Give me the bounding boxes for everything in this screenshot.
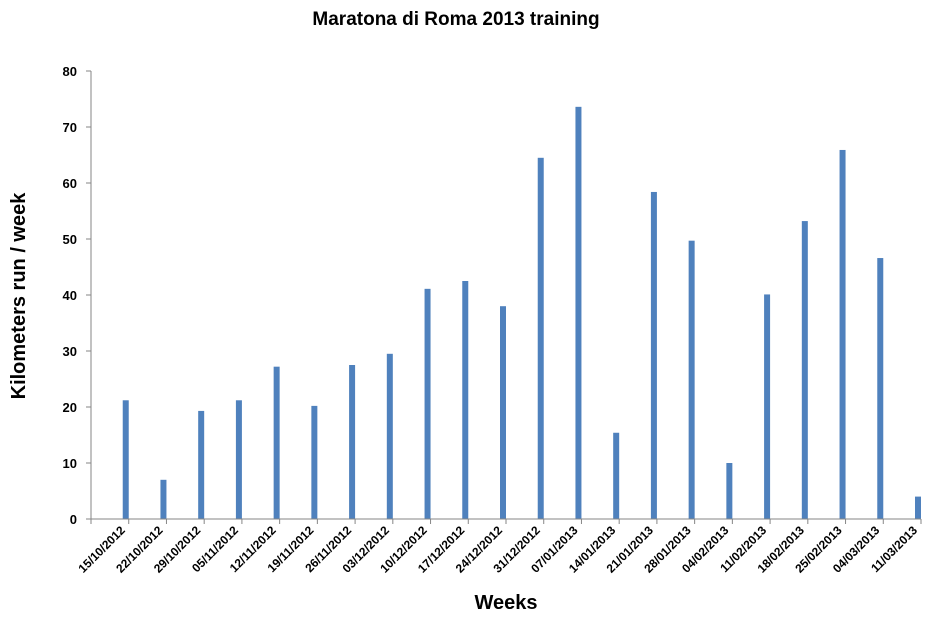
- x-axis: 15/10/201222/10/201229/10/201205/11/2012…: [75, 518, 922, 576]
- y-tick-label: 70: [63, 120, 77, 135]
- y-tick-label: 50: [63, 232, 77, 247]
- y-axis-title: Kilometers run / week: [8, 192, 30, 400]
- y-tick-label: 20: [63, 400, 77, 415]
- bar-11-03-2013: [915, 496, 921, 519]
- bar-11-02-2013: [764, 294, 771, 519]
- bar-24-12-2012: [500, 306, 506, 519]
- bar-03-12-2012: [386, 353, 393, 519]
- bar-18-02-2013: [801, 221, 808, 519]
- bar-17-12-2012: [462, 281, 469, 519]
- bar-14-01-2013: [613, 432, 620, 519]
- bar-21-01-2013: [650, 191, 657, 519]
- bar-07-01-2013: [575, 106, 582, 519]
- y-tick-label: 80: [63, 64, 77, 79]
- bar-29-10-2012: [198, 410, 205, 519]
- bar-28-01-2013: [688, 240, 695, 519]
- bar-05-11-2012: [235, 400, 242, 519]
- y-tick-label: 0: [70, 512, 77, 527]
- bars-group: [122, 106, 921, 520]
- bar-26-11-2012: [349, 365, 356, 519]
- bar-04-02-2013: [726, 463, 733, 519]
- y-tick-label: 30: [63, 344, 77, 359]
- x-axis-title: Weeks: [474, 592, 537, 614]
- bar-12-11-2012: [273, 366, 280, 519]
- y-tick-label: 60: [63, 176, 77, 191]
- bar-25-02-2013: [839, 149, 846, 519]
- bar-10-12-2012: [424, 288, 431, 519]
- bar-31-12-2012: [537, 157, 544, 520]
- bar-15-10-2012: [122, 400, 129, 519]
- y-tick-label: 40: [63, 288, 77, 303]
- y-tick-label: 10: [63, 456, 77, 471]
- bar-04-03-2013: [877, 258, 884, 519]
- bar-22-10-2012: [160, 479, 167, 519]
- y-axis: 0 10 20 30 40 50 60 70 80: [63, 64, 92, 527]
- chart-title: Maratona di Roma 2013 training: [312, 9, 599, 30]
- bar-19-11-2012: [311, 405, 318, 519]
